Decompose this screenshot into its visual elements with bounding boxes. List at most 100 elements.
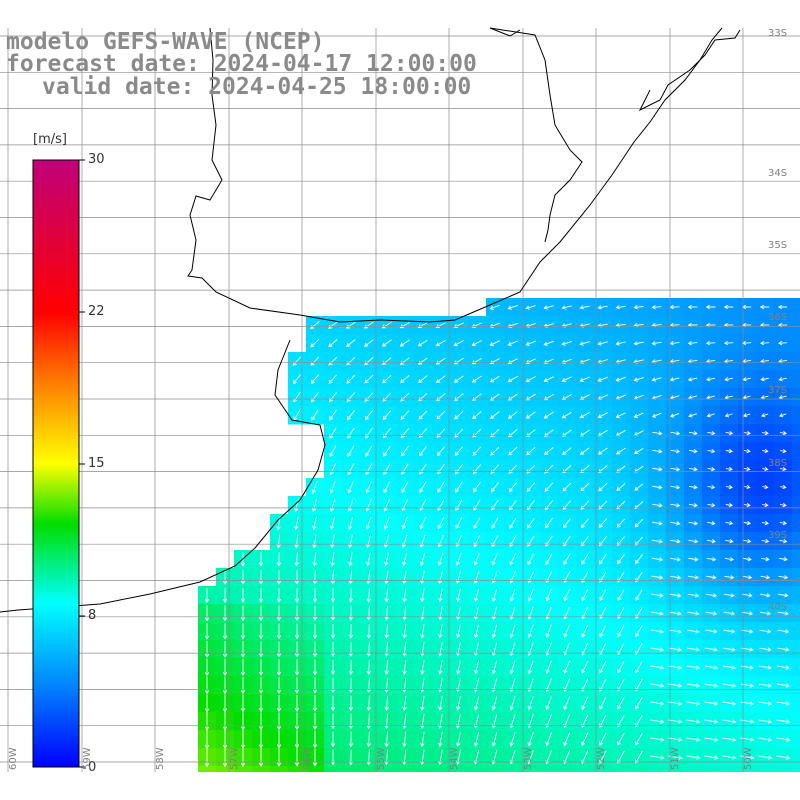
wind-arrow xyxy=(276,676,282,694)
wind-arrow xyxy=(562,518,571,529)
wind-arrow xyxy=(472,411,482,420)
wind-arrow xyxy=(597,412,608,419)
wind-arrow xyxy=(706,539,716,544)
wind-arrow xyxy=(294,588,300,603)
wind-arrow xyxy=(561,411,572,419)
wind-arrow xyxy=(651,304,662,310)
wind-cell xyxy=(486,766,505,772)
wind-arrow xyxy=(776,737,791,742)
wind-arrow xyxy=(401,516,408,530)
wind-arrow xyxy=(759,647,772,652)
wind-arrow xyxy=(240,694,246,713)
wind-arrow xyxy=(420,660,425,675)
wind-arrow xyxy=(760,340,770,346)
wind-arrow xyxy=(365,481,372,494)
colorbar-unit: [m/s] xyxy=(33,132,67,147)
wind-arrow xyxy=(455,552,462,566)
wind-arrow xyxy=(686,719,701,724)
wind-arrow xyxy=(330,606,336,621)
wind-arrow xyxy=(366,570,371,585)
wind-arrow xyxy=(617,696,625,710)
wind-arrow xyxy=(418,446,427,457)
wind-arrow xyxy=(707,484,716,490)
wind-arrow xyxy=(401,481,409,494)
wind-cell xyxy=(684,766,703,772)
wind-arrow xyxy=(311,409,319,421)
wind-arrow xyxy=(527,517,535,529)
wind-arrow xyxy=(544,447,554,456)
wind-arrow xyxy=(204,747,210,768)
wind-cell xyxy=(792,640,800,659)
wind-arrow xyxy=(435,375,446,383)
wind-arrow xyxy=(204,640,210,658)
wind-cell xyxy=(540,766,559,772)
wind-arrow xyxy=(527,553,535,566)
wind-arrow xyxy=(668,755,683,760)
lat-lon-grid xyxy=(0,28,800,772)
wind-arrow xyxy=(258,676,264,695)
wind-arrow xyxy=(420,570,425,585)
wind-arrow xyxy=(276,605,282,622)
wind-arrow xyxy=(744,466,751,472)
wind-arrow xyxy=(312,694,318,712)
wind-arrow xyxy=(417,357,428,365)
wind-arrow xyxy=(365,498,372,512)
wind-arrow xyxy=(294,694,300,713)
wind-arrow xyxy=(491,624,498,639)
wind-arrow xyxy=(312,534,317,549)
wind-arrow xyxy=(634,518,644,528)
wind-arrow xyxy=(635,732,643,746)
wind-arrow xyxy=(651,341,662,346)
wind-arrow xyxy=(420,606,425,621)
wind-arrow xyxy=(455,731,461,747)
wind-arrow xyxy=(436,410,446,420)
wind-arrow xyxy=(384,606,389,621)
wind-arrow xyxy=(778,377,787,382)
wind-arrow xyxy=(420,731,425,748)
wind-arrow xyxy=(561,341,572,346)
wind-arrow xyxy=(722,737,737,742)
wind-arrow xyxy=(615,376,626,382)
wind-arrow xyxy=(722,719,737,724)
wind-cell xyxy=(324,766,343,772)
wind-arrow xyxy=(669,593,682,598)
wind-arrow xyxy=(258,730,264,749)
wind-arrow xyxy=(347,516,354,530)
wind-arrow xyxy=(330,552,335,567)
wind-arrow xyxy=(527,588,534,602)
wind-arrow xyxy=(724,413,733,418)
wind-arrow xyxy=(417,339,428,347)
wind-arrow xyxy=(616,500,626,510)
wind-arrow xyxy=(240,658,246,676)
wind-arrow xyxy=(651,575,664,580)
wind-cell xyxy=(738,766,757,772)
wind-arrow xyxy=(650,719,665,724)
wind-arrow xyxy=(293,391,301,403)
wind-arrow xyxy=(384,731,389,748)
colorbar-tick-marks xyxy=(79,159,85,768)
wind-arrow xyxy=(330,570,335,585)
wind-arrow xyxy=(581,625,589,638)
wind-arrow xyxy=(762,502,769,508)
wind-arrow xyxy=(526,482,536,493)
wind-cell xyxy=(558,766,577,772)
wind-arrow xyxy=(580,518,590,529)
wind-arrow xyxy=(330,677,336,694)
wind-arrow xyxy=(384,659,389,675)
wind-arrow xyxy=(292,374,301,385)
wind-arrow xyxy=(741,611,754,616)
wind-arrow xyxy=(707,502,716,508)
wind-arrow xyxy=(348,659,354,675)
wind-arrow xyxy=(240,676,246,695)
wind-arrow xyxy=(312,712,318,731)
wind-arrow xyxy=(652,467,663,472)
wind-cell xyxy=(792,622,800,641)
wind-arrow xyxy=(204,658,210,677)
wind-arrow xyxy=(725,448,734,454)
wind-arrow xyxy=(599,589,607,602)
wind-cell xyxy=(792,730,800,749)
wind-arrow xyxy=(240,587,246,603)
colorbar-tick-15: 15 xyxy=(88,456,105,471)
wind-arrow xyxy=(579,305,590,310)
wind-arrow xyxy=(780,484,787,490)
